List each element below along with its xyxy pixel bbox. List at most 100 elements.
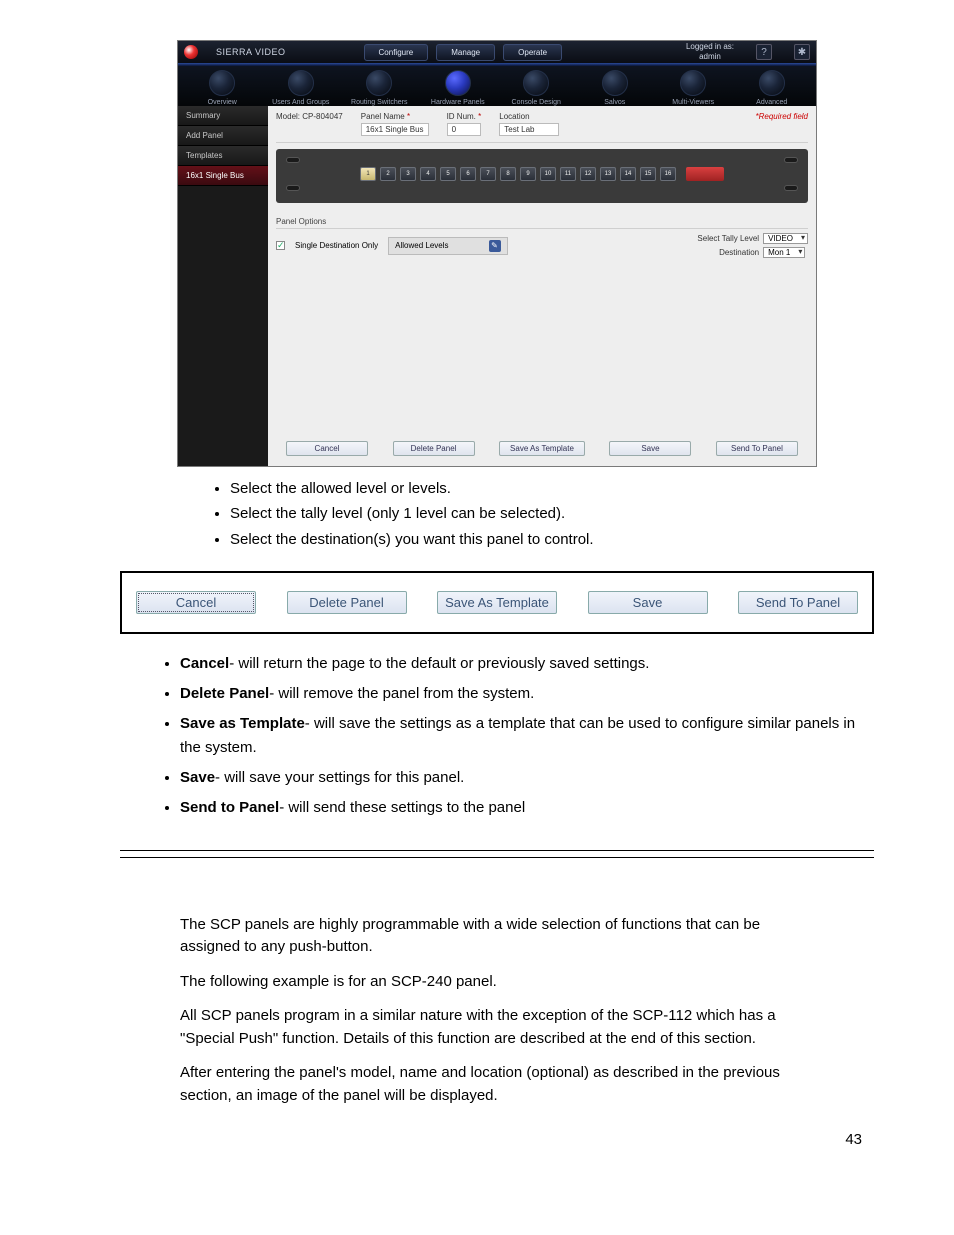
paragraph: The SCP panels are highly programmable w… [180, 914, 814, 959]
switch-btn-2[interactable]: 2 [380, 167, 396, 181]
panel-name-label: Panel Name * [361, 112, 429, 121]
sidebar: Summary Add Panel Templates 16x1 Single … [178, 106, 268, 466]
switch-btn-10[interactable]: 10 [540, 167, 556, 181]
action-row: Cancel Delete Panel Save As Template Sav… [276, 437, 808, 462]
subnav-multiviewers[interactable]: Multi-Viewers [655, 70, 732, 106]
single-dest-checkbox[interactable] [276, 241, 285, 250]
list-item: Cancel- will return the page to the defa… [180, 652, 874, 676]
switch-btn-14[interactable]: 14 [620, 167, 636, 181]
save-button[interactable]: Save [609, 441, 691, 456]
sidebar-add-panel[interactable]: Add Panel [178, 126, 268, 146]
indicator-tl [286, 157, 300, 163]
destination-dropdown[interactable]: Mon 1 [763, 247, 805, 258]
login-line2: admin [686, 52, 734, 62]
panel-graphic: 1 2 3 4 5 6 7 8 9 10 11 12 13 14 [276, 149, 808, 203]
paragraph: All SCP panels program in a similar natu… [180, 1005, 814, 1050]
location-label: Location [499, 112, 559, 121]
switch-btn-11[interactable]: 11 [560, 167, 576, 181]
switch-btn-5[interactable]: 5 [440, 167, 456, 181]
app-window: SIERRA VIDEO Configure Manage Operate Lo… [177, 40, 817, 467]
button-bar-figure: Cancel Delete Panel Save As Template Sav… [120, 571, 874, 634]
id-input[interactable]: 0 [447, 123, 482, 136]
switch-btn-1[interactable]: 1 [360, 167, 376, 181]
panel-options-row: Single Destination Only Allowed Levels ✎… [276, 228, 808, 258]
instruction-list: Select the allowed level or levels. Sele… [230, 477, 874, 551]
tally-label: Select Tally Level [681, 234, 759, 243]
login-info: Logged in as: admin [686, 42, 734, 61]
sub-nav: Overview Users And Groups Routing Switch… [178, 66, 816, 106]
page-number: 43 [120, 1131, 862, 1148]
model-label: Model: CP-804047 [276, 112, 343, 121]
sidebar-summary[interactable]: Summary [178, 106, 268, 126]
switch-button-row: 1 2 3 4 5 6 7 8 9 10 11 12 13 14 [286, 167, 798, 181]
run-icon[interactable]: ✱ [794, 44, 810, 60]
switch-btn-16[interactable]: 16 [660, 167, 676, 181]
switch-btn-13[interactable]: 13 [600, 167, 616, 181]
allowed-levels-box[interactable]: Allowed Levels ✎ [388, 237, 507, 255]
list-item: Save- will save your settings for this p… [180, 766, 874, 790]
fig-cancel-button[interactable]: Cancel [136, 591, 256, 614]
fig-delete-panel-button[interactable]: Delete Panel [287, 591, 407, 614]
cancel-button[interactable]: Cancel [286, 441, 368, 456]
switch-btn-6[interactable]: 6 [460, 167, 476, 181]
subnav-overview[interactable]: Overview [184, 70, 261, 106]
destination-label: Destination [681, 248, 759, 257]
indicator-tr [784, 157, 798, 163]
panel-name-input[interactable]: 16x1 Single Bus [361, 123, 429, 136]
top-tabs: Configure Manage Operate [364, 44, 563, 61]
fig-send-to-panel-button[interactable]: Send To Panel [738, 591, 858, 614]
sidebar-templates[interactable]: Templates [178, 146, 268, 166]
help-icon[interactable]: ? [756, 44, 772, 60]
delete-panel-button[interactable]: Delete Panel [393, 441, 475, 456]
tally-dropdown[interactable]: VIDEO [763, 233, 808, 244]
divider [120, 857, 874, 858]
subnav-users[interactable]: Users And Groups [263, 70, 340, 106]
required-note: *Required field [756, 112, 808, 121]
list-item: Send to Panel- will send these settings … [180, 796, 874, 820]
save-as-template-button[interactable]: Save As Template [499, 441, 585, 456]
switch-btn-12[interactable]: 12 [580, 167, 596, 181]
subnav-advanced[interactable]: Advanced [734, 70, 811, 106]
panel-options-title: Panel Options [276, 217, 808, 226]
paragraph: After entering the panel's model, name a… [180, 1062, 814, 1107]
sidebar-spacer [178, 186, 268, 466]
fig-save-button[interactable]: Save [588, 591, 708, 614]
subnav-hardware-panels[interactable]: Hardware Panels [420, 70, 497, 106]
paragraph: The following example is for an SCP-240 … [180, 971, 814, 994]
definition-list: Cancel- will return the page to the defa… [180, 652, 874, 820]
subnav-console[interactable]: Console Design [498, 70, 575, 106]
form-row: Model: CP-804047 Panel Name * 16x1 Singl… [276, 110, 808, 143]
tab-manage[interactable]: Manage [436, 44, 495, 61]
list-item: Save as Template- will save the settings… [180, 712, 874, 760]
location-input[interactable]: Test Lab [499, 123, 559, 136]
list-item: Select the tally level (only 1 level can… [230, 502, 874, 525]
subnav-salvos[interactable]: Salvos [577, 70, 654, 106]
switch-btn-15[interactable]: 15 [640, 167, 656, 181]
edit-icon[interactable]: ✎ [489, 240, 501, 252]
panel-logo-icon [686, 167, 724, 181]
list-item: Select the destination(s) you want this … [230, 528, 874, 551]
fig-save-as-template-button[interactable]: Save As Template [437, 591, 557, 614]
app-topbar: SIERRA VIDEO Configure Manage Operate Lo… [178, 41, 816, 63]
switch-btn-3[interactable]: 3 [400, 167, 416, 181]
brand-label: SIERRA VIDEO [216, 47, 286, 57]
id-label: ID Num. * [447, 112, 482, 121]
indicator-br [784, 185, 798, 191]
allowed-levels-label: Allowed Levels [395, 241, 448, 250]
subnav-routing[interactable]: Routing Switchers [341, 70, 418, 106]
sidebar-16x1[interactable]: 16x1 Single Bus [178, 166, 268, 186]
content-area: Model: CP-804047 Panel Name * 16x1 Singl… [268, 106, 816, 466]
send-to-panel-button[interactable]: Send To Panel [716, 441, 798, 456]
switch-btn-9[interactable]: 9 [520, 167, 536, 181]
single-dest-label: Single Destination Only [295, 241, 378, 250]
tab-operate[interactable]: Operate [503, 44, 562, 61]
divider [120, 850, 874, 851]
login-line1: Logged in as: [686, 42, 734, 52]
list-item: Delete Panel- will remove the panel from… [180, 682, 874, 706]
tab-configure[interactable]: Configure [364, 44, 429, 61]
list-item: Select the allowed level or levels. [230, 477, 874, 500]
switch-btn-8[interactable]: 8 [500, 167, 516, 181]
indicator-bl [286, 185, 300, 191]
switch-btn-7[interactable]: 7 [480, 167, 496, 181]
switch-btn-4[interactable]: 4 [420, 167, 436, 181]
